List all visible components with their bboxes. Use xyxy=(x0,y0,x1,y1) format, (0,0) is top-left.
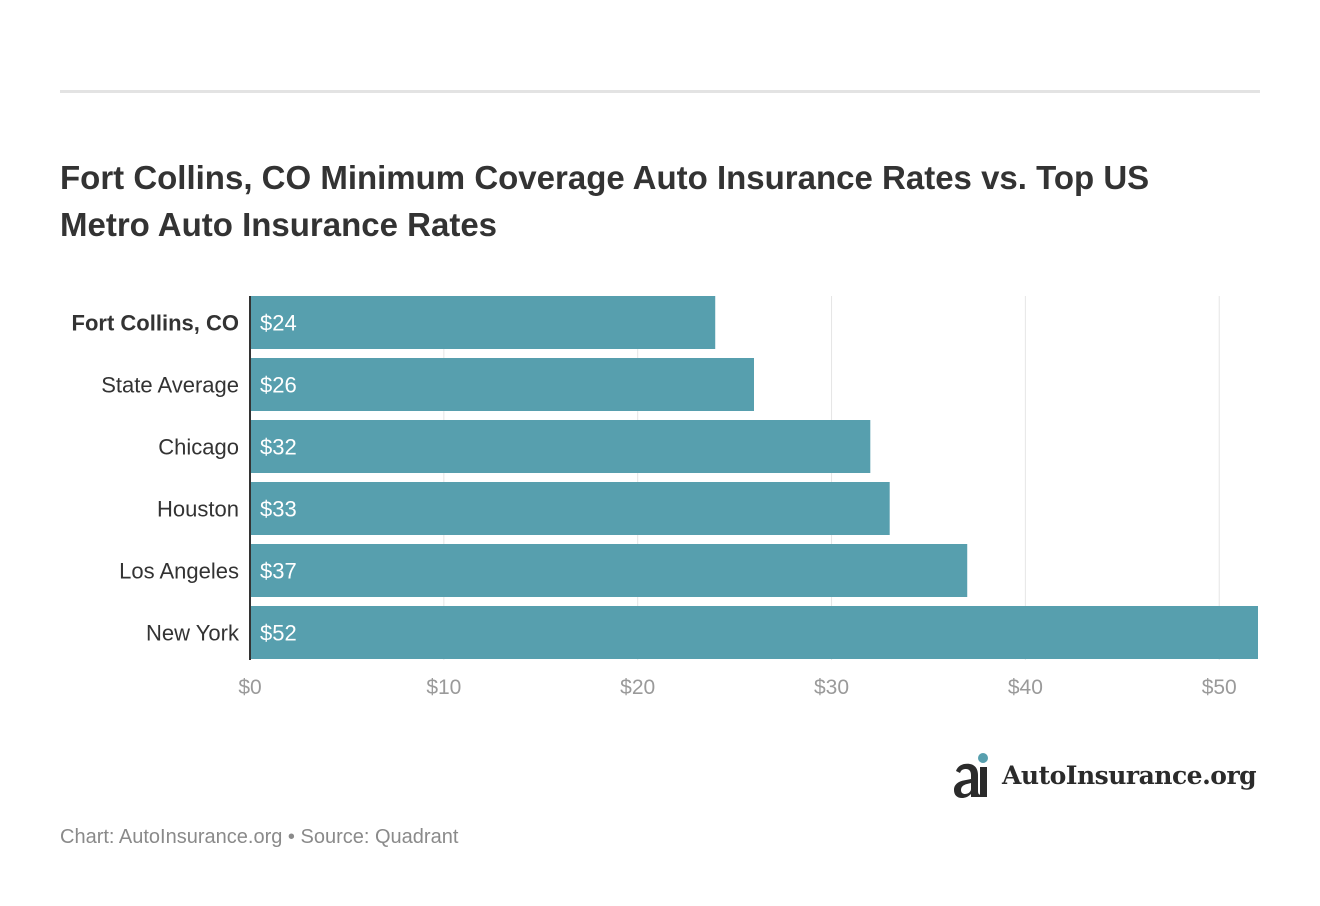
bar-value-label: $52 xyxy=(260,621,297,646)
bar-value-label: $24 xyxy=(260,311,297,336)
category-label: Fort Collins, CO xyxy=(72,311,239,336)
logo-text: AutoInsurance.org xyxy=(1002,760,1257,790)
x-tick-label: $40 xyxy=(1008,676,1043,699)
bar-value-label: $32 xyxy=(260,435,297,460)
x-tick-label: $0 xyxy=(238,676,261,699)
bar-value-label: $33 xyxy=(260,497,297,522)
bar xyxy=(250,358,754,411)
x-tick-label: $10 xyxy=(426,676,461,699)
top-divider xyxy=(60,90,1260,93)
x-tick-label: $30 xyxy=(814,676,849,699)
footer-separator: • xyxy=(287,826,295,848)
autoinsurance-logo-icon xyxy=(954,753,988,798)
x-tick-label: $50 xyxy=(1202,676,1237,699)
bar-value-label: $26 xyxy=(260,373,297,398)
bar xyxy=(250,296,716,349)
chart-footer: Chart: AutoInsurance.org • Source: Quadr… xyxy=(60,826,458,849)
bar-value-label: $37 xyxy=(260,559,297,584)
chart-credit: Chart: AutoInsurance.org xyxy=(60,826,283,848)
category-label: New York xyxy=(146,621,240,646)
bar xyxy=(250,544,968,597)
bar xyxy=(250,482,890,535)
brand-logo: AutoInsurance.org xyxy=(952,750,1257,800)
category-label: Chicago xyxy=(158,435,239,460)
category-label: Los Angeles xyxy=(119,559,239,584)
chart-source: Source: Quadrant xyxy=(300,826,459,848)
bar-chart: $0 $10 $20 $30 $40 $50 $24 Fort Collins, CO $26 S… xyxy=(72,296,1258,699)
x-tick-label: $20 xyxy=(620,676,655,699)
category-label: State Average xyxy=(101,373,239,398)
category-label: Houston xyxy=(157,497,239,522)
bar xyxy=(250,420,871,473)
chart-title: Fort Collins, CO Minimum Coverage Auto I… xyxy=(60,159,1150,243)
bar xyxy=(250,606,1258,659)
